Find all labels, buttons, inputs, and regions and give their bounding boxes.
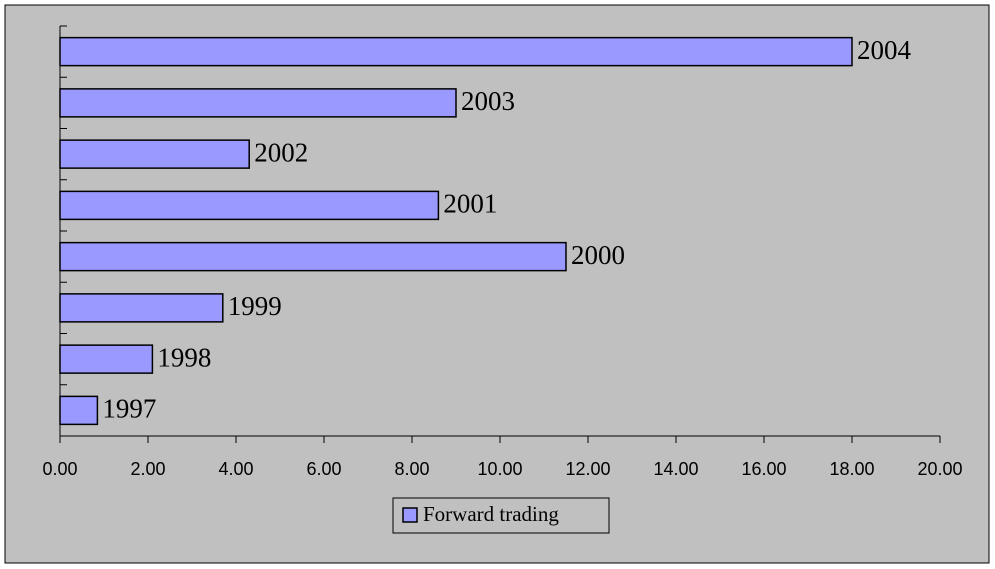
x-tick-label: 8.00 [394, 459, 429, 479]
x-tick-label: 2.00 [130, 459, 165, 479]
bar [59, 190, 440, 221]
bar [59, 139, 250, 169]
bar [59, 344, 154, 374]
category-label: 2002 [254, 137, 308, 167]
category-label: 2003 [461, 86, 515, 116]
bar [59, 293, 224, 323]
category-label: 2000 [571, 240, 625, 270]
bar [59, 36, 853, 67]
x-tick-label: 0.00 [42, 459, 77, 479]
category-label: 2001 [443, 189, 497, 219]
x-tick-label: 4.00 [218, 459, 253, 479]
x-tick-label: 10.00 [477, 459, 522, 479]
category-label: 1997 [102, 394, 156, 424]
x-tick-label: 20.00 [917, 459, 962, 479]
bar [59, 395, 99, 426]
category-label: 1998 [157, 342, 211, 372]
x-tick-label: 12.00 [565, 459, 610, 479]
x-tick-label: 18.00 [829, 459, 874, 479]
category-label: 1999 [228, 291, 282, 321]
bar [59, 88, 457, 118]
x-tick-label: 16.00 [741, 459, 786, 479]
bar [59, 241, 567, 272]
legend-label: Forward trading [423, 502, 559, 526]
x-tick-label: 6.00 [306, 459, 341, 479]
legend-swatch [402, 507, 418, 523]
category-label: 2004 [857, 35, 912, 65]
legend-box [392, 497, 610, 534]
x-tick-label: 14.00 [653, 459, 698, 479]
